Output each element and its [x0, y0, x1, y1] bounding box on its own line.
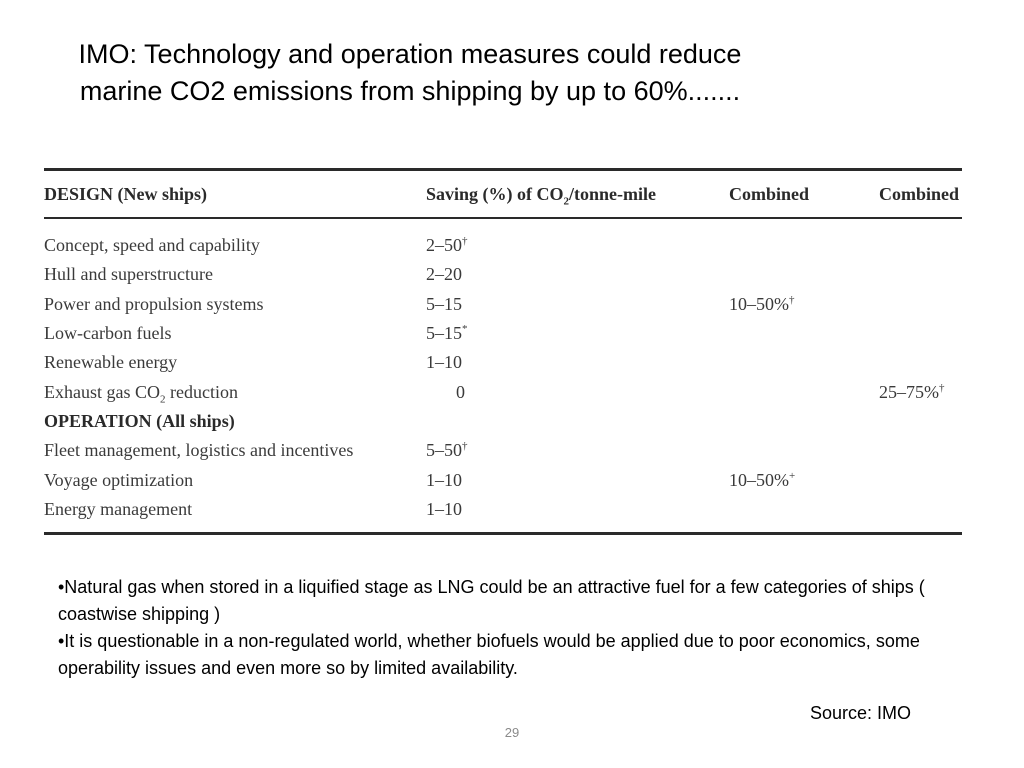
bullet-notes: •Natural gas when stored in a liquified …: [58, 574, 978, 682]
measure-cell: Low-carbon fuels: [44, 323, 172, 344]
saving-cell: 1–10: [426, 469, 462, 490]
combined-cell: [729, 231, 879, 260]
table-top-rule: [44, 168, 962, 171]
table-row: Voyage optimization 1–10 10–50%+: [44, 465, 962, 494]
table-row: Hull and superstructure 2–20: [44, 260, 962, 289]
combined2-cell: [879, 436, 962, 465]
saving-cell: 0: [456, 381, 465, 402]
combined-cell: 10–50%†: [729, 293, 795, 314]
table-row: Power and propulsion systems 5–15 10–50%…: [44, 290, 962, 319]
measure-cell: Exhaust gas CO2 reduction: [44, 381, 238, 406]
saving-cell: 1–10: [426, 352, 462, 373]
table-row: Exhaust gas CO2 reduction 0 25–75%†: [44, 377, 962, 406]
table-header-row: DESIGN (New ships) Saving (%) of CO2/ton…: [44, 171, 962, 217]
combined2-cell: [879, 290, 962, 319]
table-row: Renewable energy 1–10: [44, 348, 962, 377]
table-section-row: OPERATION (All ships): [44, 407, 962, 436]
combined-cell: [729, 436, 879, 465]
measure-cell: Fleet management, logistics and incentiv…: [44, 440, 354, 461]
table-row: Low-carbon fuels 5–15*: [44, 319, 962, 348]
table-row: Energy management 1–10: [44, 495, 962, 524]
saving-cell: 5–15*: [426, 323, 468, 344]
header-saving-pre: Saving (%) of CO: [426, 183, 564, 204]
page-number: 29: [504, 725, 520, 740]
source-credit: Source: IMO: [810, 703, 912, 723]
saving-cell: 1–10: [426, 498, 462, 519]
saving-cell: 5–50†: [426, 440, 468, 461]
header-combined: Combined: [729, 183, 810, 204]
table-bottom-rule: [44, 531, 962, 535]
slide-title-line-2: marine CO2 emissions from shipping by up…: [79, 76, 741, 106]
combined-cell: 10–50%+: [729, 469, 796, 490]
table-row: Fleet management, logistics and incentiv…: [44, 436, 962, 465]
combined2-cell: [879, 260, 962, 289]
section-heading-operation: OPERATION (All ships): [44, 410, 235, 431]
combined2-cell: [879, 495, 962, 524]
slide-title-line-1: IMO: Technology and operation measures c…: [78, 39, 742, 69]
measure-cell: Hull and superstructure: [44, 264, 213, 285]
combined2-cell: [879, 231, 962, 260]
table-header-rule: [44, 217, 962, 219]
combined2-cell: 25–75%†: [879, 381, 945, 402]
measure-cell: Power and propulsion systems: [44, 293, 264, 314]
saving-cell: 2–20: [426, 264, 462, 285]
combined-cell: [729, 377, 879, 406]
header-saving: Saving (%) of CO2/tonne-mile: [426, 171, 729, 217]
table-row: Concept, speed and capability 2–50†: [44, 231, 962, 260]
header-combined-2: Combined: [879, 183, 960, 204]
measure-cell: Energy management: [44, 498, 193, 519]
combined-cell: [729, 348, 879, 377]
header-saving-post: /tonne-mile: [569, 183, 657, 204]
combined2-cell: [879, 465, 962, 494]
bullet-item: •It is questionable in a non-regulated w…: [58, 631, 920, 678]
header-design: DESIGN (New ships): [44, 183, 208, 204]
saving-cell: 5–15: [426, 293, 462, 314]
saving-cell: 2–50†: [426, 235, 468, 256]
measure-cell: Voyage optimization: [44, 469, 194, 490]
combined2-cell: [879, 319, 962, 348]
measure-cell: Concept, speed and capability: [44, 235, 260, 256]
measure-cell: Renewable energy: [44, 352, 178, 373]
bullet-item: •Natural gas when stored in a liquified …: [58, 577, 925, 624]
header-saving-sub: 2: [563, 195, 570, 208]
measures-table: DESIGN (New ships) Saving (%) of CO2/ton…: [44, 168, 962, 535]
combined-cell: [729, 319, 879, 348]
combined-cell: [729, 495, 879, 524]
slide-title: IMO: Technology and operation measures c…: [0, 36, 820, 110]
combined2-cell: [879, 348, 962, 377]
combined-cell: [729, 260, 879, 289]
